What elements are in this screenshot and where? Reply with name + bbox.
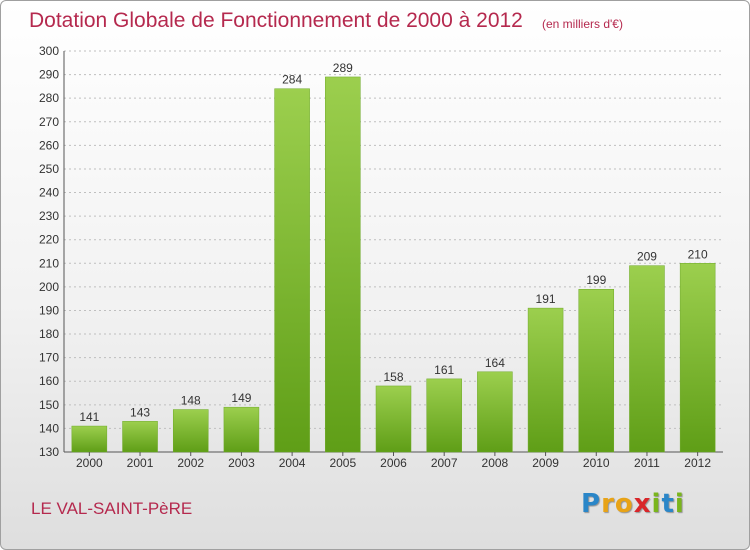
y-tick-label: 200 [39, 280, 59, 294]
y-tick-label: 140 [39, 421, 59, 435]
chart-subtitle: (en milliers d'€) [542, 17, 623, 31]
y-tick-label: 210 [39, 256, 59, 270]
y-tick-label: 160 [39, 374, 59, 388]
bar-value-label: 284 [282, 73, 302, 87]
bar [71, 425, 108, 453]
bar-value-label: 149 [231, 391, 251, 405]
bar [172, 409, 209, 453]
x-tick-label: 2009 [532, 456, 559, 470]
bar-value-label: 161 [434, 363, 454, 377]
bar [274, 88, 310, 453]
y-tick-label: 290 [39, 68, 59, 82]
x-tick-label: 2004 [279, 456, 306, 470]
y-tick-label: 170 [39, 351, 59, 365]
y-tick-label: 260 [39, 138, 59, 152]
bar-value-label: 199 [586, 273, 606, 287]
bar [477, 371, 513, 453]
logo-letter: i [651, 489, 662, 519]
bar [629, 265, 665, 453]
logo-letter: t [661, 489, 675, 519]
bar [122, 421, 158, 453]
bar-value-label: 164 [485, 356, 505, 370]
y-tick-label: 280 [39, 91, 59, 105]
bar-value-label: 209 [637, 250, 657, 264]
proxiti-logo: Proxiti [581, 489, 685, 519]
bar [325, 76, 361, 453]
y-tick-label: 180 [39, 327, 59, 341]
bar-value-label: 289 [333, 61, 353, 75]
x-tick-label: 2000 [76, 456, 103, 470]
bar [679, 263, 716, 453]
y-tick-label: 190 [39, 303, 59, 317]
bar [375, 385, 412, 453]
x-tick-label: 2002 [177, 456, 204, 470]
x-tick-label: 2006 [380, 456, 407, 470]
x-tick-label: 2010 [583, 456, 610, 470]
y-tick-label: 220 [39, 233, 59, 247]
x-tick-label: 2012 [684, 456, 711, 470]
bar-value-label: 158 [383, 370, 403, 384]
x-tick-label: 2003 [228, 456, 255, 470]
bar-value-label: 210 [688, 247, 708, 261]
x-tick-label: 2011 [634, 456, 660, 470]
logo-letter: i [674, 489, 685, 519]
logo-letter: o [614, 489, 634, 519]
logo-letter: P [581, 489, 602, 519]
x-tick-label: 2007 [431, 456, 458, 470]
bar-value-label: 191 [536, 292, 556, 306]
logo-letter: r [601, 489, 615, 519]
y-tick-label: 230 [39, 209, 59, 223]
y-tick-label: 150 [39, 398, 59, 412]
bar-value-label: 143 [130, 405, 150, 419]
bar [578, 288, 615, 453]
bar [527, 307, 564, 453]
bar-value-label: 141 [79, 410, 99, 424]
chart-title: Dotation Globale de Fonctionnement de 20… [29, 9, 523, 32]
y-tick-label: 270 [39, 115, 59, 129]
x-tick-label: 2005 [329, 456, 356, 470]
commune-name: LE VAL-SAINT-PèRE [31, 499, 193, 518]
y-tick-label: 300 [39, 44, 59, 58]
logo-letter: x [633, 489, 652, 519]
y-tick-label: 130 [39, 445, 59, 459]
y-tick-label: 250 [39, 162, 59, 176]
bar-value-label: 148 [181, 394, 201, 408]
bar [426, 378, 462, 453]
x-tick-label: 2008 [482, 456, 509, 470]
bar [223, 406, 260, 453]
x-tick-label: 2001 [127, 456, 154, 470]
y-tick-label: 240 [39, 186, 59, 200]
